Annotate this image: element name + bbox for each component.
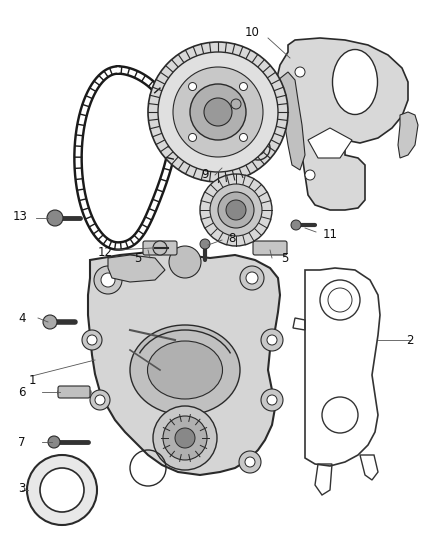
Circle shape [267, 335, 277, 345]
Circle shape [295, 67, 305, 77]
Text: 11: 11 [322, 229, 338, 241]
Circle shape [94, 266, 122, 294]
Text: 5: 5 [281, 252, 289, 264]
Circle shape [148, 42, 288, 182]
Circle shape [240, 133, 247, 141]
Circle shape [47, 210, 63, 226]
Text: 4: 4 [18, 311, 26, 325]
Circle shape [153, 406, 217, 470]
Text: 5: 5 [134, 252, 141, 264]
Circle shape [240, 266, 264, 290]
Circle shape [169, 246, 201, 278]
Circle shape [245, 457, 255, 467]
Circle shape [204, 98, 232, 126]
Circle shape [101, 273, 115, 287]
Circle shape [200, 174, 272, 246]
Polygon shape [276, 38, 408, 210]
Polygon shape [278, 72, 305, 170]
Text: 6: 6 [18, 385, 26, 399]
Text: 9: 9 [201, 168, 209, 182]
Polygon shape [308, 128, 352, 158]
Circle shape [291, 220, 301, 230]
Text: 8: 8 [228, 231, 236, 245]
Circle shape [305, 170, 315, 180]
FancyBboxPatch shape [143, 241, 177, 255]
Circle shape [261, 329, 283, 351]
Circle shape [240, 83, 247, 91]
Circle shape [261, 389, 283, 411]
Text: 1: 1 [28, 374, 36, 386]
Polygon shape [88, 252, 280, 475]
Circle shape [200, 239, 210, 249]
Ellipse shape [148, 341, 223, 399]
Circle shape [163, 416, 207, 460]
Circle shape [87, 335, 97, 345]
Polygon shape [108, 255, 165, 282]
Ellipse shape [332, 50, 378, 115]
Text: 12: 12 [98, 246, 113, 259]
Text: 2: 2 [406, 334, 414, 346]
Text: 13: 13 [13, 209, 28, 222]
Circle shape [153, 241, 167, 255]
Circle shape [90, 390, 110, 410]
Circle shape [188, 133, 197, 141]
Circle shape [95, 395, 105, 405]
Ellipse shape [130, 325, 240, 415]
Circle shape [218, 192, 254, 228]
Circle shape [173, 67, 263, 157]
Circle shape [246, 272, 258, 284]
Circle shape [40, 468, 84, 512]
Circle shape [226, 200, 246, 220]
Text: 10: 10 [244, 26, 259, 38]
Circle shape [239, 451, 261, 473]
Circle shape [27, 455, 97, 525]
Circle shape [190, 84, 246, 140]
Circle shape [48, 436, 60, 448]
Circle shape [82, 330, 102, 350]
Polygon shape [398, 112, 418, 158]
Text: 3: 3 [18, 481, 26, 495]
Circle shape [175, 428, 195, 448]
Circle shape [210, 184, 262, 236]
Circle shape [188, 83, 197, 91]
Circle shape [158, 52, 278, 172]
FancyBboxPatch shape [253, 241, 287, 255]
Text: 7: 7 [18, 435, 26, 448]
FancyBboxPatch shape [58, 386, 90, 398]
Circle shape [267, 395, 277, 405]
Circle shape [43, 315, 57, 329]
